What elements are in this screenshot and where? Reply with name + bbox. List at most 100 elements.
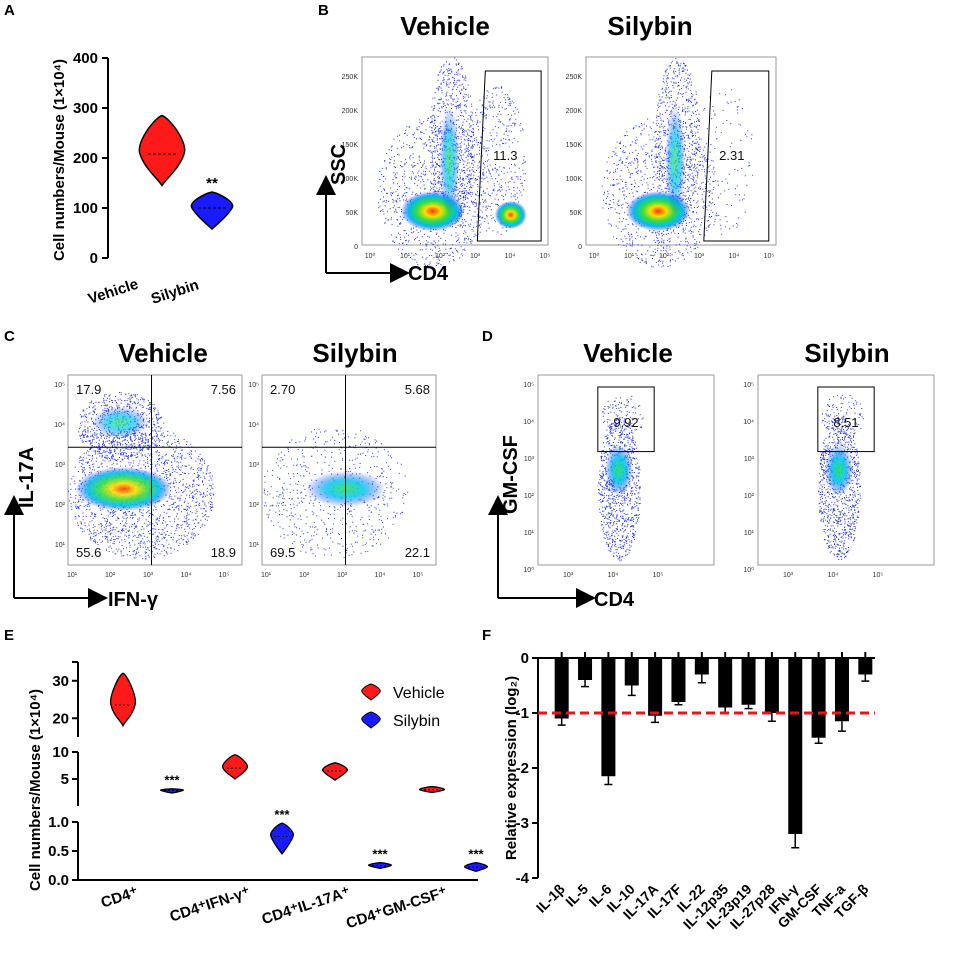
panel-d-y-tick-label: 10²: [744, 493, 755, 500]
panel-c-x-tick-label: 10¹: [261, 572, 272, 579]
panel-f-bar: [601, 658, 616, 777]
panel-label-a: A: [4, 2, 15, 19]
panel-d-x-tick-label: 10⁴: [608, 572, 619, 579]
panel-b-x-tick-label: 10²: [659, 253, 670, 260]
panel-e-y-tick-label: 0.5: [48, 843, 69, 860]
panel-e-y-tick-label: 5: [61, 771, 69, 788]
panel-d-y-tick-label: 10⁵: [743, 382, 754, 389]
panel-e-y-tick-label: 20: [52, 710, 69, 727]
panel-f-bar: [648, 658, 663, 716]
panel-f-y-tick-label: 0: [521, 650, 529, 667]
panel-f-y-tick-label: -4: [516, 870, 530, 887]
panel-c-x-tick-label: 10³: [337, 572, 348, 579]
quadrant-label-bg: [266, 382, 298, 397]
panel-b-x-tick-label: 10³: [694, 253, 705, 260]
panel-b-gate-vehicle: [476, 70, 542, 242]
panel-f-bar: [741, 658, 756, 705]
event-dots: [693, 89, 754, 235]
panel-e-violin-vehicle: [321, 762, 349, 781]
panel-b-y-tick-label: 150K: [342, 142, 359, 149]
panel-c-quadrant-ll: 55.6: [76, 545, 101, 560]
panel-e-violin-vehicle: [109, 672, 137, 728]
panel-e-violin-chart: 0.0 0.5 1.0 5 10 20 30 *** CD4⁺ *** CD4⁺IFN-γ⁺ ***…: [27, 661, 488, 932]
panel-f-bar: [578, 658, 593, 680]
panel-c-x-tick-label: 10⁴: [375, 572, 386, 579]
panel-d-y-tick-label: 10⁰: [523, 566, 534, 574]
panel-label-d: D: [482, 328, 493, 345]
panel-c-y-tick-label: 10²: [249, 502, 260, 509]
panel-c-quadrant-lr: 18.9: [211, 545, 236, 560]
panel-b-y-tick-label: 200K: [566, 108, 583, 115]
panel-e-y-tick-label: 0.0: [48, 872, 69, 889]
quadrant-label-bg: [266, 545, 298, 560]
panel-c-quadrant-ur: 5.68: [405, 382, 430, 397]
panel-c-x-tick-label: 10²: [105, 572, 116, 579]
panel-d-y-tick-label: 10¹: [524, 530, 535, 537]
panel-a-violin-chart: 0 100 200 300 400 ** Vehicle Silybin Cell numb…: [51, 50, 234, 308]
panel-b-x-tick-label: 10¹: [624, 253, 635, 260]
panel-e-violin-silybin: [160, 788, 184, 794]
panel-b-y-axis-label: SSC: [328, 144, 350, 185]
panel-c-x-tick-label: 10¹: [67, 572, 78, 579]
panel-e-legend-marker-silybin: [361, 711, 381, 729]
panel-f-y-tick-label: -3: [516, 815, 529, 832]
panel-a-y-tick-label: 400: [73, 50, 98, 67]
panel-b-title-vehicle: Vehicle: [400, 11, 490, 41]
panel-c-title-vehicle: Vehicle: [118, 338, 208, 368]
panel-d-gate-vehicle: [597, 386, 655, 453]
panel-f-y-tick-label: -2: [516, 760, 529, 777]
panel-b-y-tick-label: 150K: [566, 142, 583, 149]
quadrant-label-bg: [394, 545, 430, 560]
panel-d-density-core: [824, 444, 853, 496]
panel-b-x-tick-label: 10⁵: [540, 253, 551, 260]
panel-b-flow-plots: Vehicle Silybin 11.3 250K 200K 150K 100K 50K 0…: [316, 11, 777, 285]
quadrant-label-bg: [72, 382, 104, 397]
panel-b-x-tick-label: 10⁰: [589, 252, 600, 260]
panel-d-x-axis-label: CD4: [594, 589, 635, 611]
panel-a-y-tick-label: 200: [73, 150, 98, 167]
panel-label-f: F: [482, 627, 491, 644]
panel-b-x-tick-label: 10⁴: [505, 253, 516, 260]
panel-b-gate-value-silybin: 2.31: [719, 148, 744, 163]
panel-c-y-tick-label: 10¹: [55, 542, 66, 549]
panel-e-x-tick-label: CD4⁺IFN-γ⁺: [168, 884, 253, 926]
panel-c-plot-frame-vehicle: [67, 374, 243, 566]
panel-e-y-axis-label: Cell numbers/Mouse (1×10⁴): [27, 689, 44, 891]
panel-d-flow-plots: Vehicle Silybin 9.92 10⁵ 10⁴ 10³ 10² 10¹ 10⁰ 10…: [488, 338, 935, 611]
panel-b-y-tick-label: 250K: [342, 74, 359, 81]
panel-b-x-tick-label: 10¹: [400, 253, 411, 260]
panel-b-y-tick-label: 0: [354, 244, 358, 251]
panel-b-y-tick-label: 200K: [342, 108, 359, 115]
panel-c-y-tick-label: 10³: [55, 462, 66, 469]
panel-d-y-tick-label: 10³: [744, 456, 755, 463]
panel-f-y-tick-label: -1: [516, 705, 529, 722]
panel-c-density-core: [75, 467, 172, 511]
panel-d-y-tick-label: 10⁰: [743, 566, 754, 574]
panel-c-x-tick-label: 10⁵: [413, 572, 424, 579]
panel-d-y-tick-label: 10¹: [744, 530, 755, 537]
panel-f-bar: [834, 658, 849, 722]
panel-c-x-tick-label: 10⁵: [219, 572, 230, 579]
panel-a-violin-silybin: [190, 191, 234, 231]
panel-c-flow-plots: Vehicle Silybin 17.9 7.56 55.6 18.9 10⁵ 10⁴ 10…: [4, 338, 437, 611]
panel-e-significance: ***: [164, 773, 180, 788]
panel-a-x-label-vehicle: Vehicle: [86, 276, 140, 308]
panel-c-y-tick-label: 10²: [55, 502, 66, 509]
panel-b-x-tick-label: 10⁰: [365, 252, 376, 260]
panel-f-bar-chart: 0-1-2-3-4IL-1βIL-5IL-6IL-10IL-17AIL-17FI…: [503, 650, 875, 932]
panel-f-y-axis-label: Relative expression (log₂): [503, 676, 520, 860]
panel-b-density-streak: [439, 105, 460, 216]
panel-b-x-axis-label: CD4: [408, 263, 449, 285]
panel-label-c: C: [4, 328, 15, 345]
panel-c-quadrant-lr: 22.1: [405, 545, 430, 560]
panel-c-x-tick-label: 10²: [299, 572, 310, 579]
panel-b-gate-label-bg: [715, 147, 748, 164]
panel-e-x-tick-label: CD4⁺IL-17A⁺: [260, 884, 353, 929]
panel-e-violin-silybin: [270, 822, 294, 856]
panel-d-y-axis-label: GM-CSF: [500, 435, 522, 514]
panel-d-x-tick-label: 10³: [783, 572, 794, 579]
panel-f-bar: [858, 658, 873, 675]
panel-f-bar: [671, 658, 686, 702]
panel-b-gate-silybin: [703, 70, 770, 242]
